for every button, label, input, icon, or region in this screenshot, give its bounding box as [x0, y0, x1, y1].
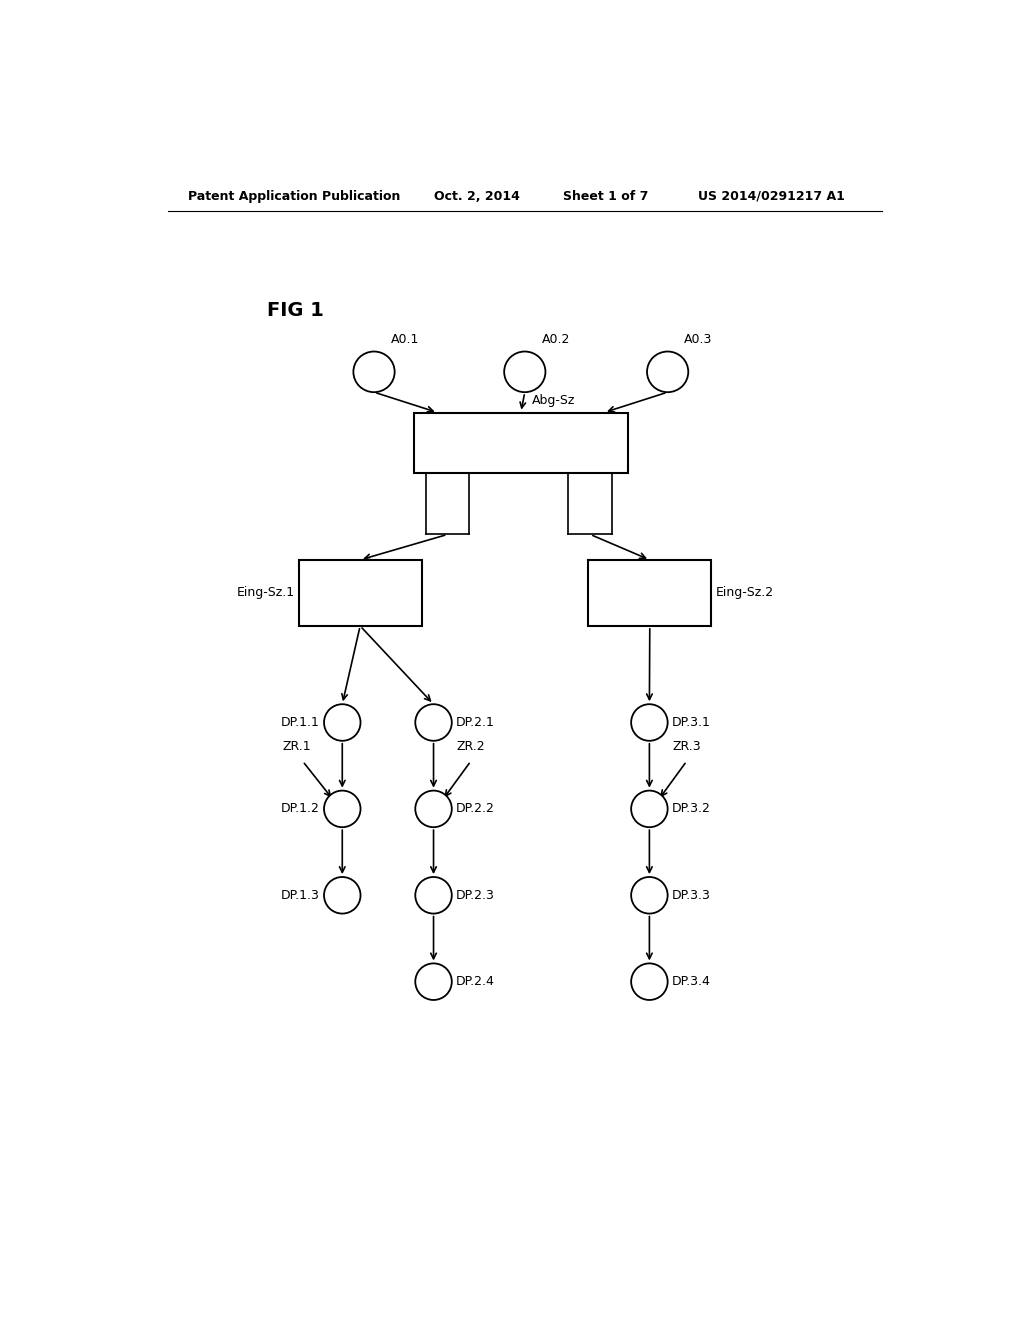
- Ellipse shape: [631, 876, 668, 913]
- Text: A0.2: A0.2: [542, 334, 569, 346]
- Text: A0.1: A0.1: [391, 334, 419, 346]
- Text: ZR.2: ZR.2: [457, 741, 485, 752]
- Text: Eing-Sz.1: Eing-Sz.1: [237, 586, 295, 599]
- Text: DP.2.3: DP.2.3: [456, 888, 495, 902]
- Text: DP.3.2: DP.3.2: [672, 803, 711, 816]
- Text: US 2014/0291217 A1: US 2014/0291217 A1: [697, 190, 845, 202]
- Text: Abg-Sz: Abg-Sz: [531, 395, 574, 408]
- Text: DP.2.1: DP.2.1: [456, 715, 495, 729]
- Text: DP.1.3: DP.1.3: [282, 888, 321, 902]
- Text: DP.1.1: DP.1.1: [282, 715, 321, 729]
- Text: ZR.3: ZR.3: [673, 741, 701, 752]
- Ellipse shape: [416, 876, 452, 913]
- Ellipse shape: [324, 791, 360, 828]
- Text: Sheet 1 of 7: Sheet 1 of 7: [563, 190, 648, 202]
- Text: DP.2.4: DP.2.4: [456, 975, 495, 989]
- Ellipse shape: [631, 791, 668, 828]
- Text: Oct. 2, 2014: Oct. 2, 2014: [433, 190, 519, 202]
- Text: A0.3: A0.3: [684, 334, 713, 346]
- Ellipse shape: [353, 351, 394, 392]
- Text: FIG 1: FIG 1: [267, 301, 324, 321]
- Text: DP.3.4: DP.3.4: [672, 975, 711, 989]
- Ellipse shape: [324, 876, 360, 913]
- Ellipse shape: [631, 964, 668, 1001]
- Ellipse shape: [416, 791, 452, 828]
- Text: DP.2.2: DP.2.2: [456, 803, 495, 816]
- Text: DP.1.2: DP.1.2: [282, 803, 321, 816]
- Text: Patent Application Publication: Patent Application Publication: [187, 190, 400, 202]
- Ellipse shape: [504, 351, 546, 392]
- Bar: [588, 560, 712, 626]
- Text: Eing-Sz.2: Eing-Sz.2: [715, 586, 773, 599]
- Text: DP.3.1: DP.3.1: [672, 715, 711, 729]
- Ellipse shape: [416, 964, 452, 1001]
- Ellipse shape: [416, 704, 452, 741]
- Ellipse shape: [631, 704, 668, 741]
- Bar: [299, 560, 422, 626]
- Text: DP.3.3: DP.3.3: [672, 888, 711, 902]
- Bar: [414, 413, 628, 474]
- Ellipse shape: [647, 351, 688, 392]
- Ellipse shape: [324, 704, 360, 741]
- Text: ZR.1: ZR.1: [283, 741, 311, 752]
